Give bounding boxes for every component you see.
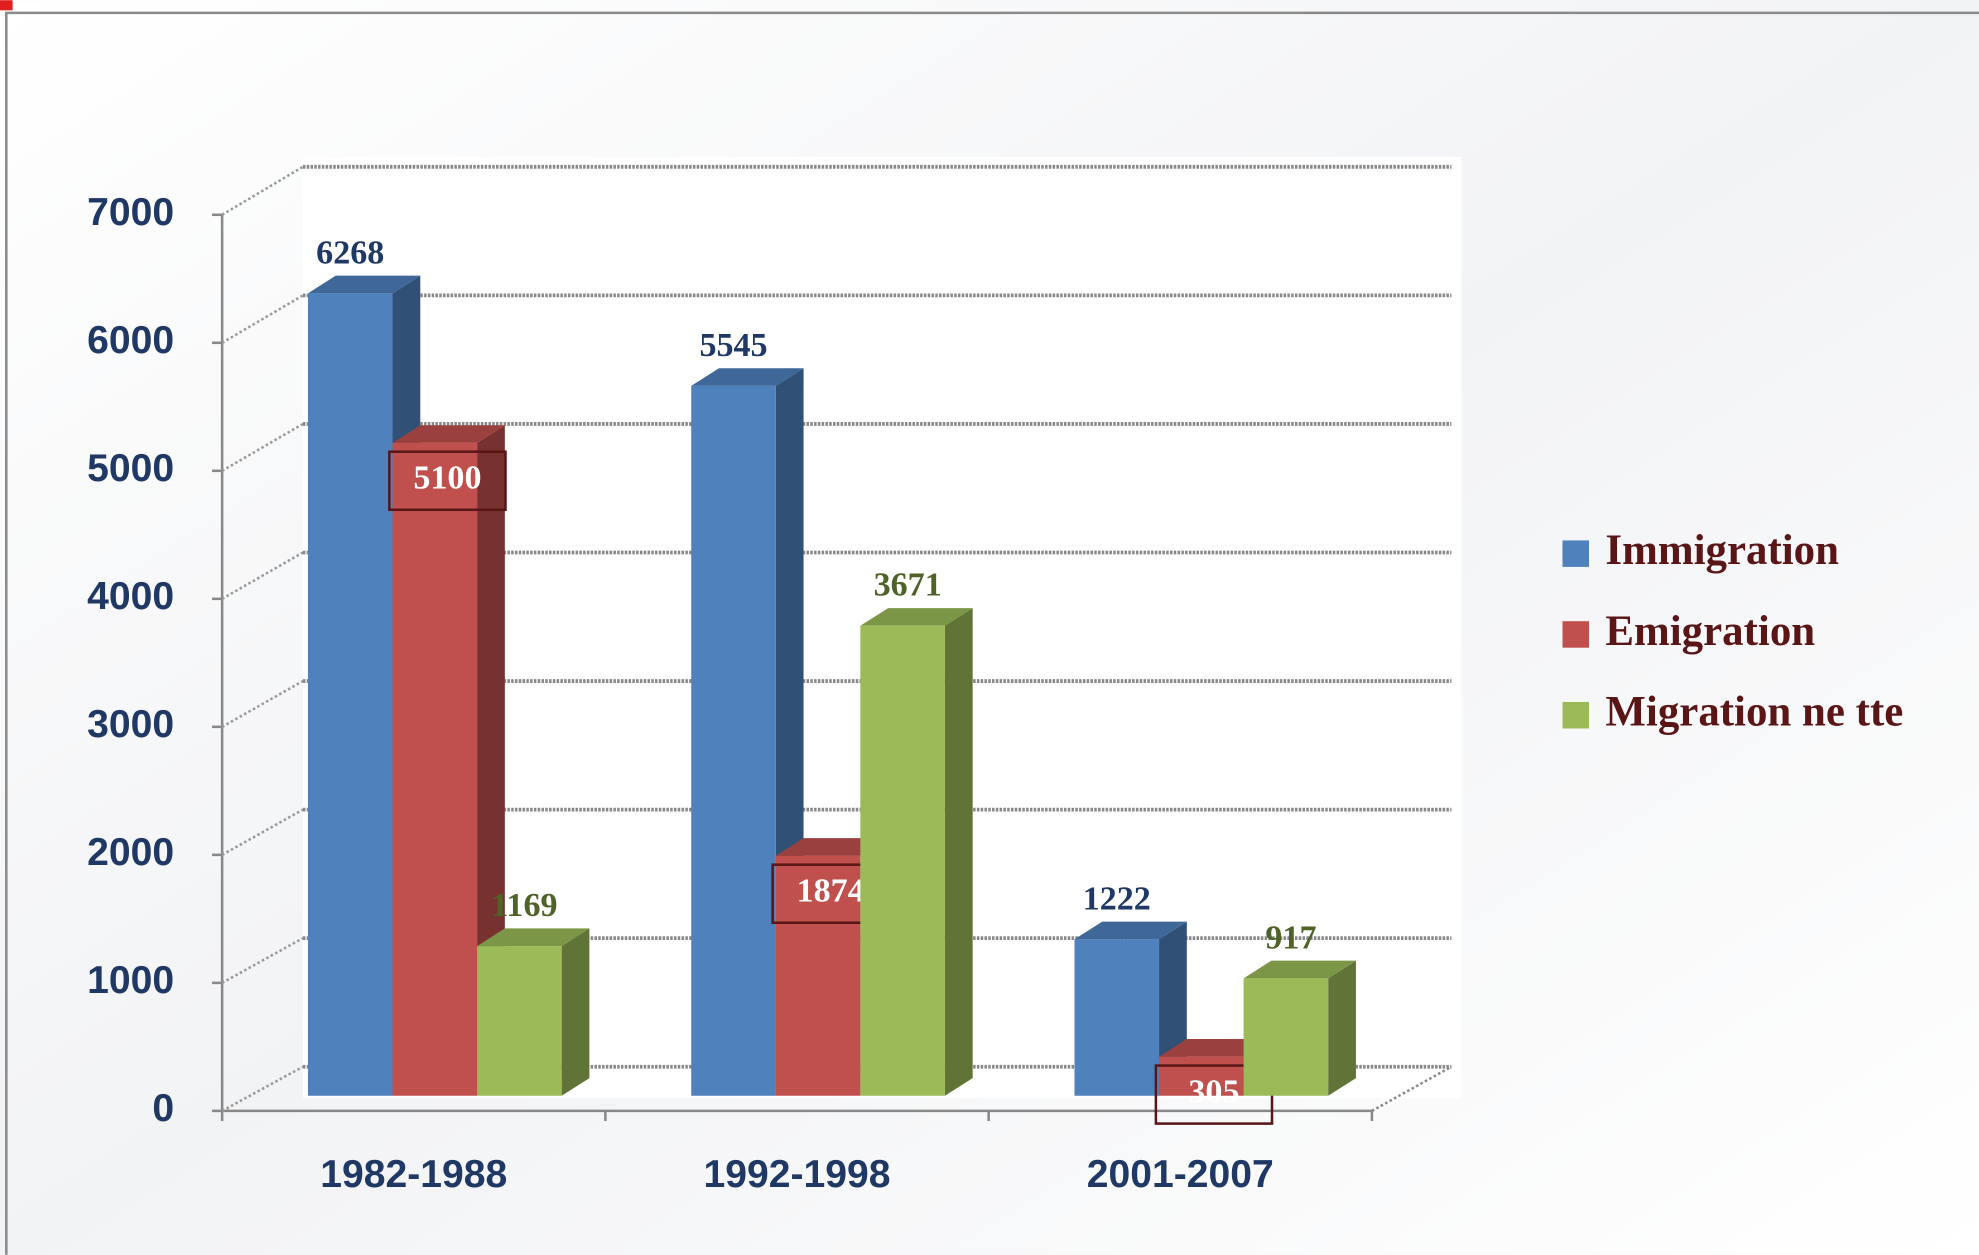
value-label: 5545 bbox=[699, 327, 767, 364]
bar bbox=[691, 385, 776, 1096]
y-tick-label: 7000 bbox=[87, 191, 174, 234]
x-tick-label: 1992-1998 bbox=[704, 1153, 891, 1196]
y-tick-label: 0 bbox=[152, 1087, 174, 1130]
bar bbox=[1074, 939, 1160, 1096]
legend-label: Migration ne tte bbox=[1605, 689, 1903, 736]
bar bbox=[392, 442, 478, 1096]
bar-top bbox=[1243, 960, 1356, 979]
bar-top bbox=[1074, 921, 1187, 940]
bar-top bbox=[775, 838, 889, 856]
depth-line bbox=[221, 422, 304, 472]
bar-side bbox=[944, 608, 973, 1096]
y-tick-label: 3000 bbox=[87, 703, 174, 746]
depth-line bbox=[221, 294, 304, 344]
value-label-box bbox=[388, 450, 507, 512]
bar-top bbox=[691, 368, 804, 386]
y-tick-label: 2000 bbox=[87, 831, 174, 874]
bar bbox=[775, 855, 861, 1096]
bar bbox=[477, 946, 562, 1096]
legend-label: Immigration bbox=[1605, 527, 1839, 574]
value-label: 917 bbox=[1265, 919, 1316, 956]
depth-line bbox=[221, 937, 304, 984]
bar bbox=[307, 293, 393, 1096]
value-label: 1169 bbox=[491, 887, 557, 924]
bar bbox=[1159, 1056, 1244, 1096]
bar bbox=[860, 625, 945, 1096]
y-tick-label: 6000 bbox=[87, 319, 174, 362]
depth-line bbox=[221, 679, 304, 728]
frame bbox=[5, 11, 1979, 1255]
value-label: 305 bbox=[1188, 1073, 1239, 1110]
bar-top bbox=[860, 608, 973, 626]
legend-label: Emigration bbox=[1605, 608, 1815, 655]
corner-mark bbox=[0, 0, 13, 11]
legend-swatch bbox=[1562, 701, 1590, 729]
bar-top bbox=[477, 928, 590, 947]
depth-line bbox=[221, 1065, 304, 1112]
value-label: 1874 bbox=[797, 873, 865, 910]
legend-swatch bbox=[1562, 540, 1590, 567]
value-label: 5100 bbox=[413, 460, 481, 497]
depth-line bbox=[221, 551, 304, 600]
bar bbox=[1243, 978, 1329, 1096]
bar-top bbox=[1159, 1039, 1272, 1057]
bar-side bbox=[561, 928, 590, 1096]
depth-line bbox=[221, 808, 304, 856]
y-tick-label: 5000 bbox=[87, 447, 174, 490]
x-tick-label: 2001-2007 bbox=[1087, 1153, 1274, 1196]
bar-top bbox=[307, 275, 421, 294]
y-tick-label: 1000 bbox=[87, 959, 174, 1002]
bar-side bbox=[477, 425, 505, 1096]
x-tick-label: 1982-1988 bbox=[320, 1153, 507, 1196]
value-label: 1222 bbox=[1083, 880, 1151, 917]
depth-line bbox=[221, 165, 304, 216]
floor-edge bbox=[1371, 1065, 1453, 1112]
value-label: 3671 bbox=[874, 567, 942, 604]
bar-top bbox=[392, 425, 505, 443]
bar-side bbox=[1328, 960, 1356, 1096]
value-label: 6268 bbox=[316, 234, 384, 271]
legend-swatch bbox=[1562, 621, 1590, 648]
y-tick-label: 4000 bbox=[87, 575, 174, 618]
